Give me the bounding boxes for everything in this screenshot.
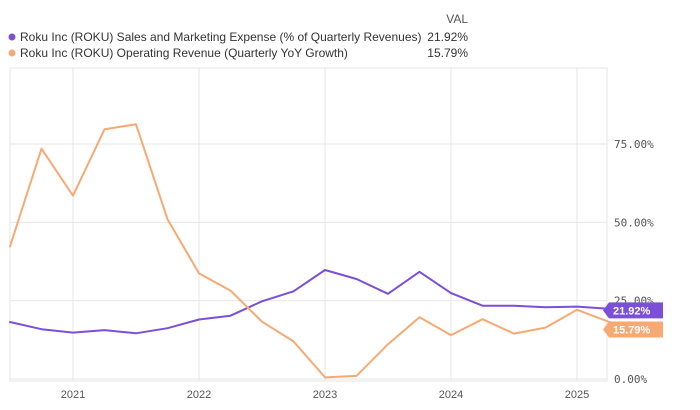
plot-area: [9, 67, 608, 382]
y-tick-label: 0.00%: [614, 373, 647, 386]
badge-shape: [603, 321, 663, 338]
last-value-badges: 21.92% 15.79%: [603, 302, 663, 338]
axis-ticks: 2021 2022 2023 2024 20250.00%25.00%50.00%75.…: [61, 138, 654, 401]
x-tick-label: 2024: [439, 389, 463, 401]
legend: VAL Roku Inc (ROKU) Sales and Marketing …: [8, 12, 468, 60]
badge-label: 15.79%: [613, 325, 651, 337]
last-value-badge-revenue-growth: 15.79%: [603, 321, 663, 338]
x-tick-label: 2021: [61, 389, 85, 401]
badge-shape: [603, 302, 663, 319]
legend-value-sales-marketing: 21.92%: [427, 30, 468, 44]
legend-label-sales-marketing: Roku Inc (ROKU) Sales and Marketing Expe…: [20, 30, 422, 44]
last-value-badge-sales-marketing: 21.92%: [603, 302, 663, 319]
legend-marker-sales-marketing-icon: [8, 33, 16, 41]
grid: [10, 68, 607, 381]
y-tick-label: 75.00%: [614, 138, 654, 151]
badge-label: 21.92%: [613, 305, 651, 317]
legend-marker-revenue-growth-icon: [8, 49, 16, 57]
x-tick-label: 2023: [313, 389, 337, 401]
legend-value-header: VAL: [446, 12, 468, 26]
y-tick-label: 50.00%: [614, 216, 654, 229]
legend-label-revenue-growth: Roku Inc (ROKU) Operating Revenue (Quart…: [20, 46, 348, 60]
series-layer: [9, 123, 631, 379]
series-line-sales-marketing: [9, 269, 631, 335]
x-tick-label: 2022: [187, 389, 211, 401]
x-tick-label: 2025: [565, 389, 589, 401]
legend-value-revenue-growth: 15.79%: [427, 46, 468, 60]
series-line-revenue-growth: [9, 123, 631, 379]
